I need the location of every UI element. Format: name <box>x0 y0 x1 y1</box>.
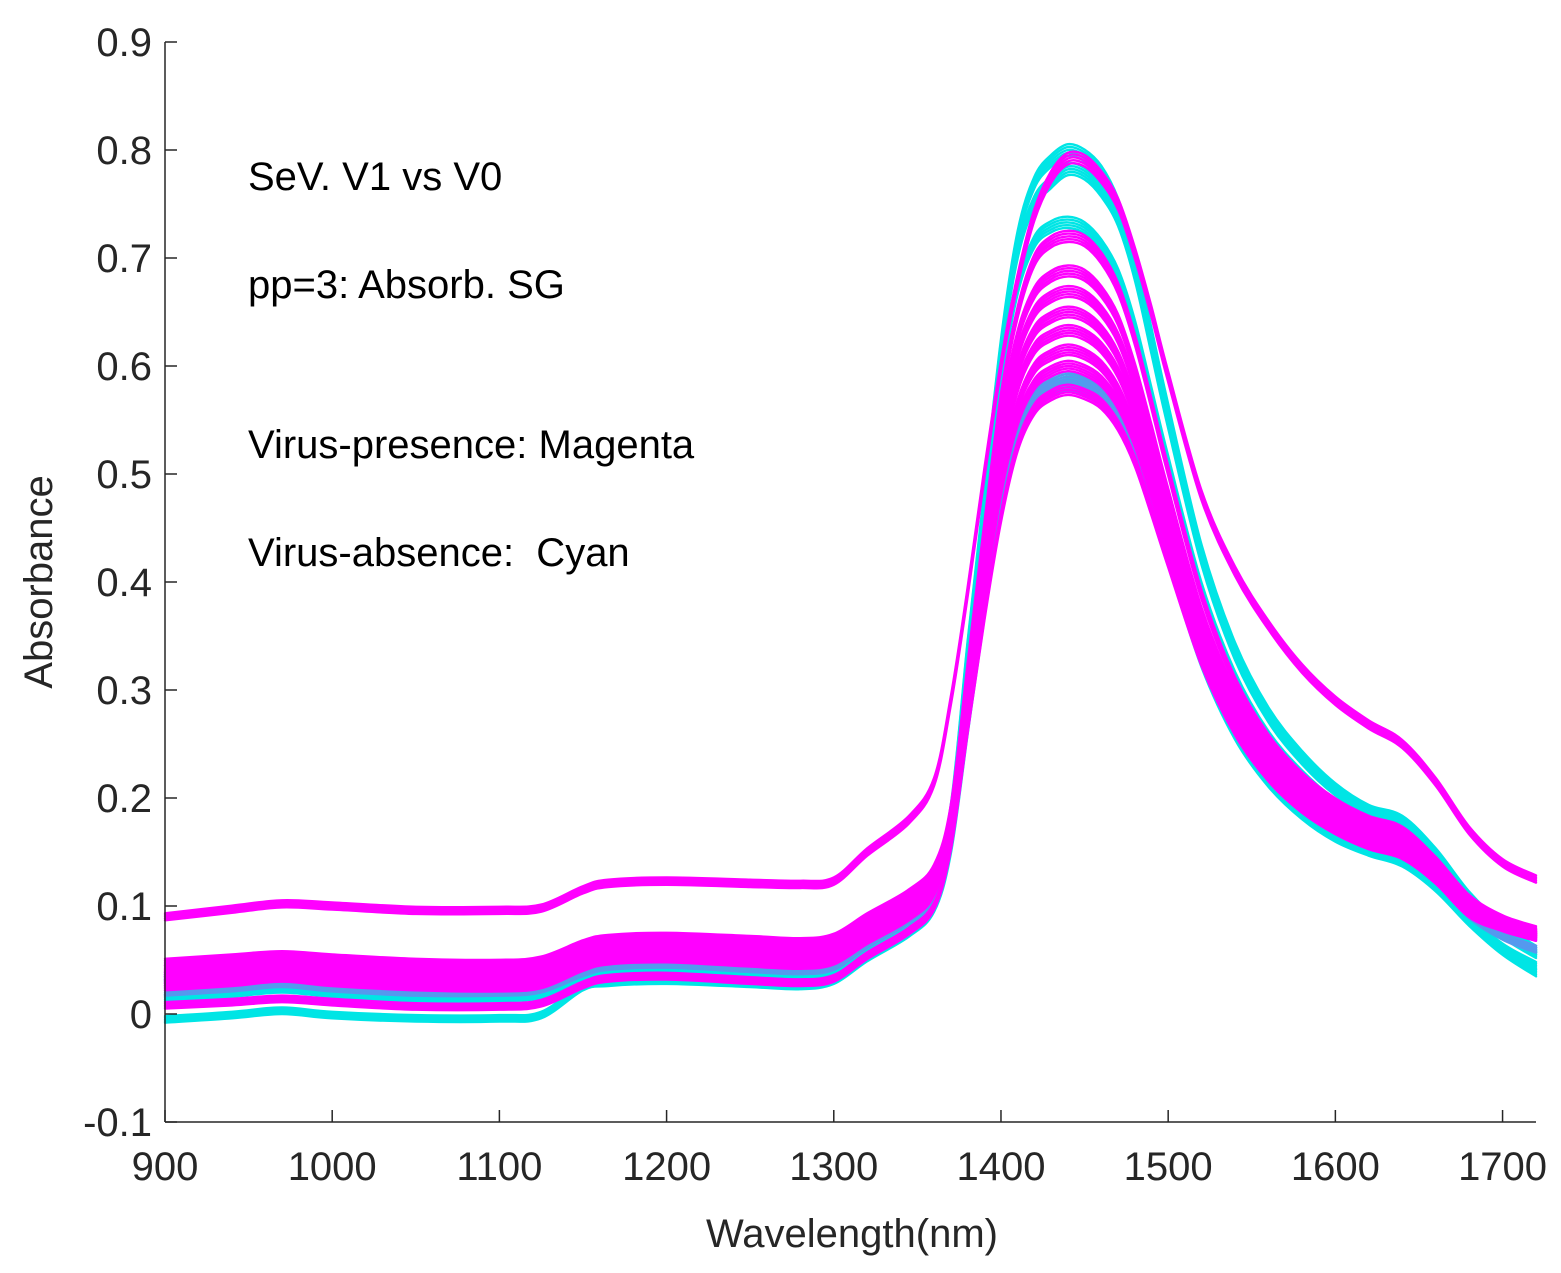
x-tick-label: 1200 <box>622 1145 711 1189</box>
series-line <box>163 383 1538 1005</box>
series-line <box>163 150 1538 915</box>
x-tick-label: 900 <box>132 1145 199 1189</box>
annotation-preprocessing: pp=3: Absorb. SG <box>248 263 565 307</box>
y-tick-label: 0.4 <box>96 561 152 605</box>
annotation-virus-presence: Virus-presence: Magenta <box>248 423 695 467</box>
y-axis-title: Absorbance <box>17 475 61 688</box>
y-tick-label: 0.8 <box>96 129 152 173</box>
ticks-layer: 900 1000 1100 1200 1300 1400 1500 1600 1700 -0.1 0… <box>83 21 1547 1189</box>
y-tick-label: 0.3 <box>96 669 152 713</box>
series-line <box>163 343 1538 983</box>
y-tick-label: 0.6 <box>96 345 152 389</box>
y-tick-label: 0.1 <box>96 885 152 929</box>
x-tick-label: 1500 <box>1124 1145 1213 1189</box>
y-tick-label: 0 <box>130 993 152 1037</box>
y-tick-label: 0.5 <box>96 453 152 497</box>
x-axis-title: Wavelength(nm) <box>706 1212 998 1256</box>
series-virus-presence-high-outlier <box>163 150 1538 922</box>
annotation-virus-absence: Virus-absence: Cyan <box>248 531 630 575</box>
x-tick-label: 1600 <box>1291 1145 1380 1189</box>
x-tick-label: 1400 <box>956 1145 1045 1189</box>
x-tick-label: 1000 <box>288 1145 377 1189</box>
series-line <box>163 305 1538 976</box>
series-layer <box>163 142 1538 1024</box>
y-tick-label: 0.2 <box>96 777 152 821</box>
series-line <box>163 229 1538 962</box>
y-tick-label: 0.7 <box>96 237 152 281</box>
x-tick-label: 1100 <box>456 1145 542 1189</box>
series-virus-presence-2 <box>163 229 1538 968</box>
y-tick-label: -0.1 <box>83 1101 152 1145</box>
annotations: SeV. V1 vs V0 pp=3: Absorb. SG Virus-pre… <box>248 155 695 575</box>
x-tick-label: 1300 <box>789 1145 878 1189</box>
series-virus-presence-9 <box>163 383 1538 1012</box>
series-line <box>163 284 1538 972</box>
x-tick-label: 1700 <box>1458 1145 1547 1189</box>
y-tick-label: 0.9 <box>96 21 152 65</box>
series-line <box>163 323 1538 979</box>
annotation-title: SeV. V1 vs V0 <box>248 155 502 199</box>
series-line <box>163 359 1538 987</box>
series-line <box>163 264 1538 968</box>
